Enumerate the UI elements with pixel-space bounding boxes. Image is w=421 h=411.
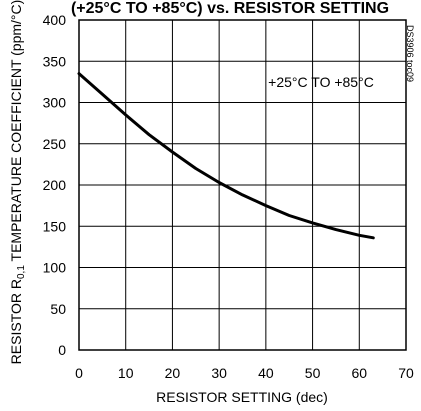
y-tick-label: 400: [43, 12, 67, 28]
y-axis-label: RESISTOR R0,1 TEMPERATURE COEFFICIENT (p…: [8, 0, 27, 364]
y-axis-label-prefix: RESISTOR R: [8, 279, 24, 364]
x-tick-label: 70: [398, 365, 414, 381]
y-tick-label: 50: [50, 301, 66, 317]
figure-code: DS3906 toc09: [405, 25, 415, 82]
tick-labels: 0 10 20 30 40 50 60 70 0 50 100 150 200 250 300 350 400: [43, 12, 414, 381]
series-layer: [77, 72, 375, 240]
y-tick-label: 300: [43, 95, 67, 111]
y-tick-label: 200: [43, 177, 67, 193]
x-tick-label: 40: [258, 365, 274, 381]
x-axis-label: RESISTOR SETTING (dec): [156, 389, 328, 405]
y-tick-label: 100: [43, 260, 67, 276]
y-tick-label: 150: [43, 218, 67, 234]
series-line: [77, 72, 375, 240]
x-tick-label: 10: [118, 365, 134, 381]
x-tick-label: 0: [75, 365, 83, 381]
y-axis-label-subscript: 0,1: [16, 265, 27, 279]
chart-title: (+25°C TO +85°C) vs. RESISTOR SETTING: [71, 0, 389, 17]
y-tick-label: 250: [43, 136, 67, 152]
grid: [78, 19, 407, 351]
y-axis-label-suffix: TEMPERATURE COEFFICIENT (ppm/°C): [8, 0, 24, 265]
x-tick-label: 20: [165, 365, 181, 381]
x-tick-label: 30: [211, 365, 227, 381]
y-tick-label: 350: [43, 53, 67, 69]
x-tick-label: 60: [351, 365, 367, 381]
y-tick-label: 0: [58, 342, 66, 358]
plot-frame: [78, 19, 407, 351]
x-tick-label: 50: [305, 365, 321, 381]
temperature-range-annotation: +25°C TO +85°C: [268, 74, 374, 90]
